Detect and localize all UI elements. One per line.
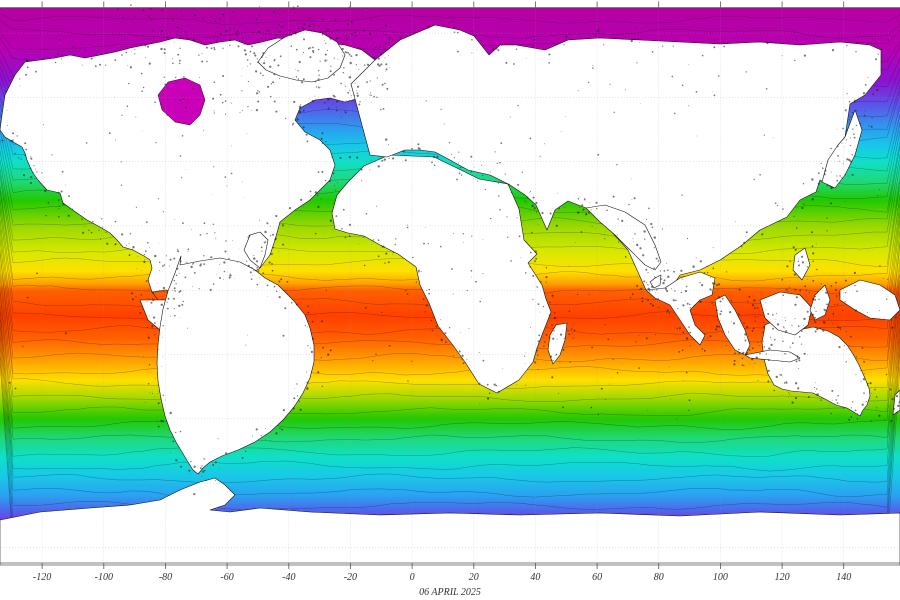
svg-text:-120: -120 xyxy=(33,572,51,583)
svg-text:0: 0 xyxy=(410,572,415,583)
svg-text:40: 40 xyxy=(530,572,540,583)
svg-text:80: 80 xyxy=(654,572,664,583)
svg-text:120: 120 xyxy=(775,572,790,583)
svg-text:140: 140 xyxy=(836,572,851,583)
svg-text:06 APRIL 2025: 06 APRIL 2025 xyxy=(419,587,481,598)
svg-text:-20: -20 xyxy=(344,572,357,583)
svg-text:60: 60 xyxy=(592,572,602,583)
svg-text:-60: -60 xyxy=(220,572,233,583)
svg-text:-100: -100 xyxy=(95,572,113,583)
svg-text:-80: -80 xyxy=(159,572,172,583)
svg-text:100: 100 xyxy=(713,572,728,583)
svg-text:-40: -40 xyxy=(282,572,295,583)
svg-text:20: 20 xyxy=(469,572,479,583)
